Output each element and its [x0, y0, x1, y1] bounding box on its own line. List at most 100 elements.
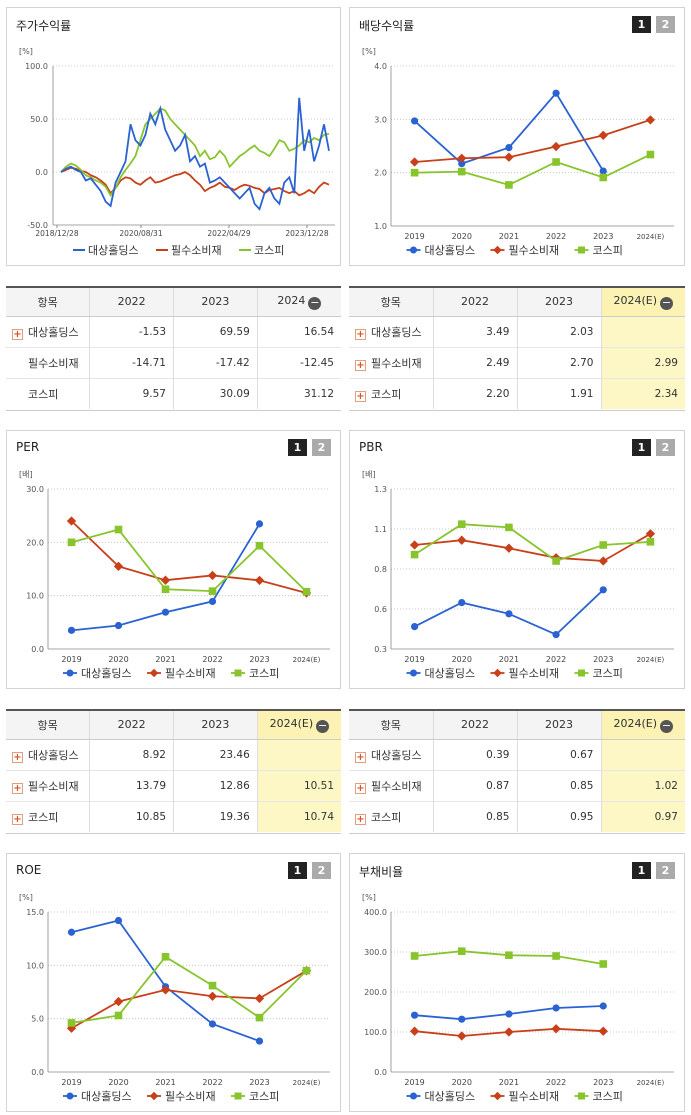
x-tick-label: 2020: [108, 1078, 128, 1087]
y-tick-label: 1.1: [374, 525, 387, 534]
data-point: [504, 152, 514, 162]
column-header-year: 2023: [516, 711, 601, 740]
view-2-button[interactable]: 2: [312, 439, 331, 456]
row-label[interactable]: + 코스피: [349, 800, 433, 832]
data-point: [254, 993, 265, 1004]
data-point: [114, 525, 123, 534]
column-header-year: 2024(E) −: [600, 711, 685, 740]
row-label: 필수소비재: [6, 346, 90, 378]
row-label[interactable]: + 대상홀딩스: [349, 315, 433, 347]
view-2-button[interactable]: 2: [656, 439, 675, 456]
table-row: + 코스피 2.20 1.91 2.34: [349, 377, 685, 409]
view-1-button[interactable]: 1: [632, 862, 651, 879]
y-unit-label: [배]: [19, 470, 33, 479]
expand-plus-icon[interactable]: +: [12, 328, 23, 340]
table-cell: 31.12: [256, 377, 341, 409]
expand-plus-icon[interactable]: +: [355, 390, 366, 402]
y-tick-label: 0.3: [374, 645, 387, 654]
data-point: [552, 952, 560, 960]
expand-plus-icon[interactable]: +: [12, 813, 23, 825]
data-point: [409, 540, 420, 550]
table-row: 필수소비재 -14.71 -17.42 -12.45: [6, 346, 341, 378]
series-line: [60, 107, 330, 197]
y-tick-label: 100.0: [364, 1028, 387, 1037]
x-tick-label: 2019: [404, 655, 424, 664]
x-tick-label: 2022: [202, 1078, 222, 1087]
table-cell: 0.87: [432, 769, 517, 801]
collapse-column-icon[interactable]: −: [660, 295, 674, 310]
data-point: [66, 516, 77, 526]
data-point: [255, 1037, 264, 1045]
table-cell: -12.45: [256, 346, 341, 378]
view-1-button[interactable]: 1: [632, 439, 651, 456]
collapse-column-icon[interactable]: −: [316, 718, 330, 733]
row-label[interactable]: + 필수소비재: [349, 346, 433, 378]
y-tick-label: 0.0: [31, 645, 44, 654]
x-tick-label: 2019: [61, 655, 81, 664]
column-header-year: 2024−: [256, 288, 341, 317]
x-tick-label: 2022: [202, 655, 222, 664]
view-1-button[interactable]: 1: [288, 439, 307, 456]
y-tick-label: 15.0: [26, 908, 44, 917]
legend-label: 코스피: [249, 1090, 279, 1103]
expand-plus-icon[interactable]: +: [355, 813, 366, 825]
legend-label: 필수소비재: [509, 1090, 560, 1103]
table-cell: 69.59: [173, 315, 258, 347]
series-line: [71, 969, 307, 1030]
row-label[interactable]: + 필수소비재: [6, 769, 90, 801]
table-row: + 대상홀딩스 3.49 2.03: [349, 315, 685, 347]
view-2-button[interactable]: 2: [312, 862, 331, 879]
column-header-year: 2023: [173, 288, 258, 317]
view-2-button[interactable]: 2: [656, 16, 675, 33]
table-cell: 23.46: [173, 738, 258, 770]
x-tick-label: 2024(E): [293, 656, 321, 664]
data-point: [504, 543, 514, 553]
table-cell: 0.39: [432, 738, 517, 770]
table-cell: 30.09: [173, 377, 258, 409]
table-row: + 대상홀딩스 -1.53 69.59 16.54: [6, 315, 341, 347]
y-tick-label: 2.0: [374, 169, 387, 178]
collapse-column-icon[interactable]: −: [308, 295, 322, 310]
row-label[interactable]: + 코스피: [6, 800, 90, 832]
expand-plus-icon[interactable]: +: [355, 782, 366, 794]
x-tick-label: 2020: [452, 1078, 472, 1087]
view-1-button[interactable]: 1: [632, 16, 651, 33]
data-point: [254, 575, 265, 586]
column-header-year: 2024(E) −: [600, 288, 685, 317]
expand-plus-icon[interactable]: +: [12, 782, 23, 794]
data-point: [599, 960, 608, 968]
data-point: [646, 538, 655, 546]
expand-plus-icon[interactable]: +: [355, 359, 366, 371]
table-cell: 9.57: [89, 377, 174, 409]
table-cell: 12.86: [173, 769, 258, 801]
legend-label: 대상홀딩스: [81, 1090, 132, 1103]
x-tick-label: 2019: [61, 1078, 81, 1087]
data-point: [598, 556, 608, 566]
row-label[interactable]: + 대상홀딩스: [6, 315, 90, 347]
row-label[interactable]: + 대상홀딩스: [349, 738, 433, 770]
x-tick-label: 2024(E): [637, 233, 665, 241]
y-unit-label: [배]: [362, 470, 376, 479]
data-point: [505, 1010, 513, 1018]
data-point: [114, 1011, 123, 1020]
row-label[interactable]: + 코스피: [349, 377, 433, 409]
data-point: [410, 623, 419, 631]
collapse-column-icon[interactable]: −: [660, 718, 674, 733]
x-tick-label: 2024(E): [637, 656, 665, 664]
view-1-button[interactable]: 1: [288, 862, 307, 879]
table-row: + 대상홀딩스 8.92 23.46: [6, 738, 341, 770]
expand-plus-icon[interactable]: +: [12, 751, 23, 763]
x-tick-label: 2023: [249, 655, 269, 664]
row-label[interactable]: + 필수소비재: [349, 769, 433, 801]
view-2-button[interactable]: 2: [656, 862, 675, 879]
y-tick-label: -50.0: [27, 221, 48, 230]
expand-plus-icon[interactable]: +: [355, 328, 366, 340]
price-return-title: 주가수익률: [16, 19, 72, 33]
data-point: [457, 535, 467, 545]
table-row: + 코스피 10.85 19.36 10.74: [6, 800, 341, 832]
data-point: [599, 173, 608, 182]
y-tick-label: 0.6: [374, 605, 387, 614]
row-label[interactable]: + 대상홀딩스: [6, 738, 90, 770]
expand-plus-icon[interactable]: +: [355, 751, 366, 763]
pbr-table: 항목 2022 2023 2024(E) − + 대상홀딩스 0.39 0.67 + 필수소비재 0.…: [349, 709, 685, 834]
